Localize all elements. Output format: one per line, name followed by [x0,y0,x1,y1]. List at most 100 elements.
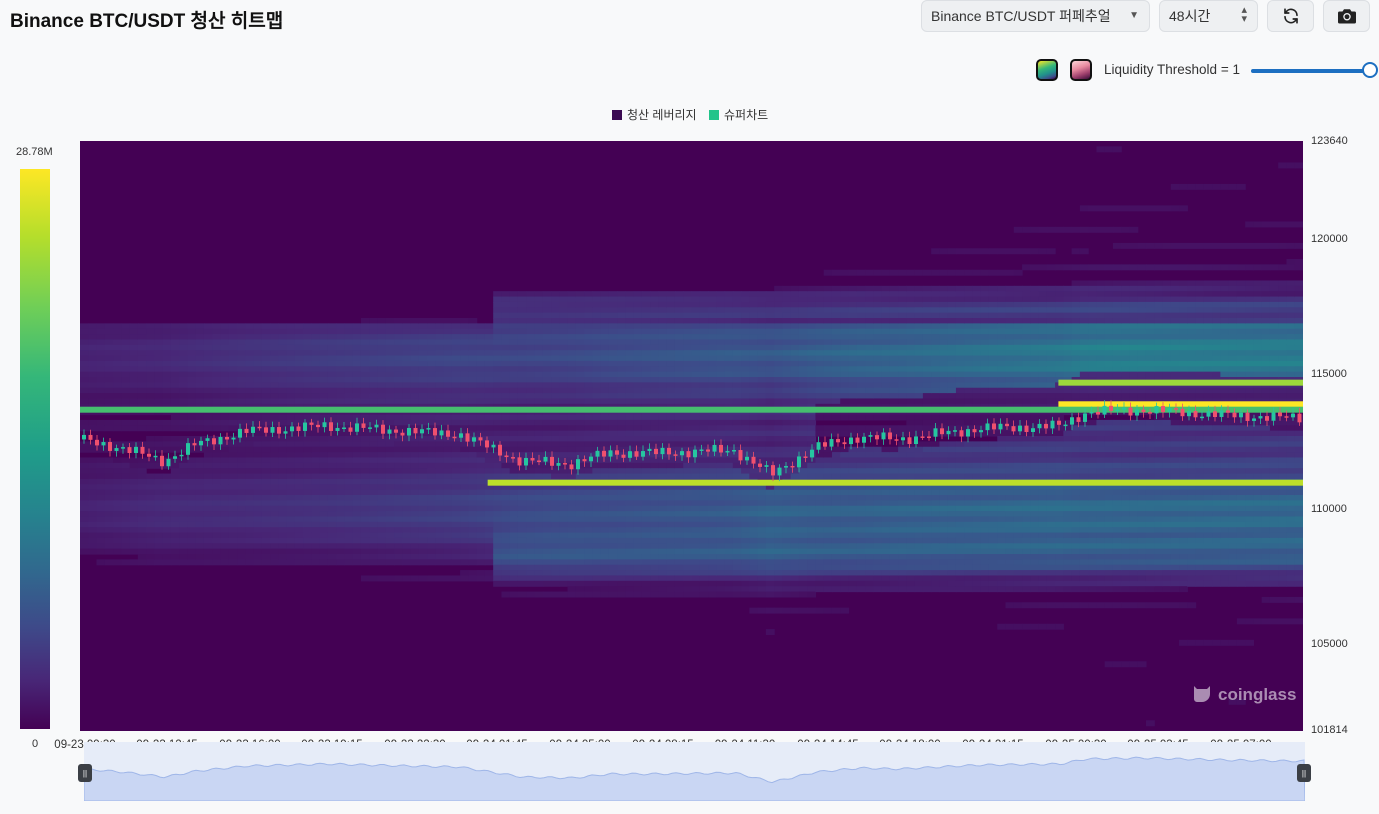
heatmap-cell [336,366,346,373]
heatmap-cell [179,554,189,560]
heatmap-cell [410,441,420,448]
heatmap-cell [121,484,131,491]
heatmap-cell [831,457,841,464]
heatmap-cell [674,301,684,308]
heatmap-cell [526,543,536,550]
heatmap-cell [600,586,610,593]
heatmap-cell [96,398,106,405]
heatmap-cell [435,323,445,330]
heatmap-cell [278,366,288,373]
heatmap-cell [856,554,866,560]
heatmap-cell [782,554,792,560]
heatmap-cell [575,382,585,389]
heatmap-cell [360,382,370,389]
heatmap-cell [303,537,312,544]
heatmap-cell [856,371,866,378]
heatmap-cell [228,516,238,523]
heatmap-cell [212,377,222,383]
heatmap-cell [575,473,585,480]
heatmap-cell [790,484,800,491]
heatmap-cell [559,441,569,448]
heatmap-cell [435,425,445,432]
heatmap-cell [699,344,709,351]
heatmap-cell [674,570,684,577]
heatmap-cell [303,543,312,550]
heatmap-cell [865,537,874,544]
heatmap-cell [410,371,420,378]
heatmap-cell [617,312,626,319]
heatmap-cell [741,307,750,314]
heatmap-cell [732,382,742,389]
heatmap-cell [765,398,775,405]
heatmap-cell [567,452,577,459]
heatmap-cell [88,489,98,496]
heatmap-cell [468,575,478,582]
heatmap-cell [443,537,453,544]
heatmap-cell [831,452,841,459]
heatmap-cell [237,350,246,357]
exchange-select[interactable]: Binance BTC/USDT 퍼페추얼 ▼ [921,0,1150,32]
heatmap-cell [873,387,883,394]
palette-viridis-swatch[interactable] [1036,59,1058,81]
legend-item-superchart[interactable]: 슈퍼차트 [709,106,768,123]
heatmap-cell [96,489,106,496]
heatmap-cell [831,366,841,373]
heatmap-cell [220,489,230,496]
heatmap-cell [212,414,222,421]
heatmap-cell [443,387,453,394]
heatmap-cell [815,473,825,480]
heatmap-cell [137,457,147,464]
heatmap-cell [782,393,792,400]
heatmap-cell [641,521,651,528]
heatmap-cell [790,350,800,357]
heatmap-cell [460,393,469,400]
heatmap-cell [798,575,808,582]
heatmap-cell [848,446,858,453]
heatmap-cell [831,387,841,394]
refresh-button[interactable] [1267,0,1314,32]
heatmap-cell [146,323,155,330]
heatmap-cell [683,548,693,555]
palette-rose-swatch[interactable] [1070,59,1092,81]
heatmap-cell [848,360,858,367]
heatmap-cell [782,377,792,383]
heatmap-cell [278,382,288,389]
heatmap-cell [517,505,527,512]
heatmap-cell [187,425,197,432]
heatmap-cell [303,446,312,453]
heatmap-cell [823,430,833,437]
heatmap-cell [484,559,494,566]
liquidation-heatmap[interactable] [80,141,1303,731]
screenshot-button[interactable] [1323,0,1370,32]
heatmap-cell [848,393,858,400]
heatmap-cell [873,521,883,528]
heatmap-cell [840,387,850,394]
heatmap-cell [220,339,230,346]
threshold-slider-thumb[interactable] [1362,62,1378,78]
heatmap-cell [146,355,155,362]
heatmap-cell [162,419,172,426]
heatmap-cell [468,516,478,523]
legend-item-liquidation[interactable]: 청산 레버리지 [612,106,697,123]
heatmap-cell [584,575,593,582]
heatmap-cell [170,548,180,555]
heatmap-cell [476,419,486,426]
heatmap-cell [352,344,362,351]
heatmap-cell [418,559,428,566]
time-range-value: 48시간 [1169,8,1211,24]
time-range-select[interactable]: 48시간 ▴ ▾ [1159,0,1258,32]
heatmap-cell [336,500,346,507]
threshold-slider-track[interactable] [1251,69,1371,73]
heatmap-cell [187,462,197,469]
heatmap-cell [385,559,395,566]
heatmap-cell [220,548,230,555]
heatmap-cell [724,452,734,459]
heatmap-cell [228,500,238,507]
heatmap-cell [559,291,569,298]
heatmap-cell [625,425,635,432]
heatmap-cell [881,446,891,453]
heatmap-cell [80,344,89,351]
heatmap-cell [732,489,742,496]
heatmap-cell [179,339,189,346]
heatmap-cell [608,527,618,534]
